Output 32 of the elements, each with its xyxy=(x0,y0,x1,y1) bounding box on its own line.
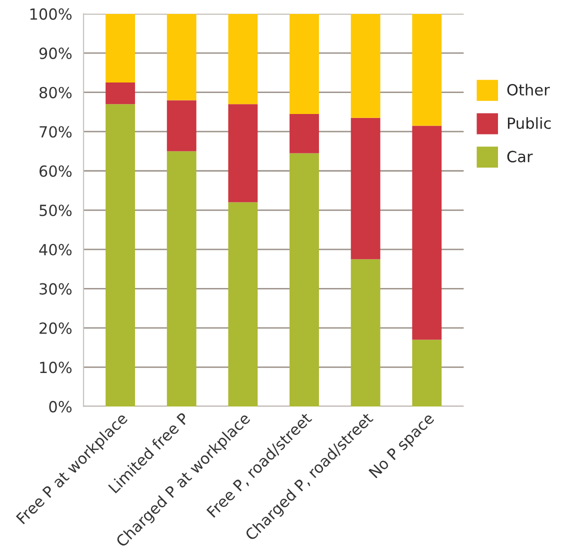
bar xyxy=(290,114,319,154)
bar xyxy=(106,14,136,83)
y-tick-label: 10% xyxy=(40,362,72,374)
bar xyxy=(290,14,319,114)
bar xyxy=(350,259,380,406)
bar xyxy=(228,104,258,202)
bar xyxy=(350,118,380,260)
y-tick-label: 20% xyxy=(40,322,72,334)
legend-label: Public xyxy=(508,117,551,129)
y-tick-label: 40% xyxy=(39,244,72,256)
y-tick-label: 100% xyxy=(30,8,72,20)
bar xyxy=(166,14,196,100)
bar xyxy=(350,14,380,118)
bar xyxy=(106,82,136,104)
y-tick-label: 80% xyxy=(39,86,72,98)
y-tick-label: 30% xyxy=(40,283,72,295)
legend-label: Car xyxy=(507,150,533,162)
y-tick-label: 0% xyxy=(49,400,72,412)
bar xyxy=(228,202,258,406)
legend-label: Other xyxy=(507,84,550,96)
bar xyxy=(290,153,319,406)
y-tick-label: 90% xyxy=(39,48,72,60)
y-tick-label: 50% xyxy=(40,204,72,216)
bar xyxy=(228,14,258,104)
y-tick-label: 70% xyxy=(40,126,72,138)
bar xyxy=(412,126,442,340)
bar xyxy=(166,151,196,406)
bar xyxy=(166,100,196,152)
y-tick-label: 60% xyxy=(40,165,72,177)
bar xyxy=(412,14,442,126)
bar xyxy=(412,340,442,406)
bar xyxy=(106,104,136,406)
